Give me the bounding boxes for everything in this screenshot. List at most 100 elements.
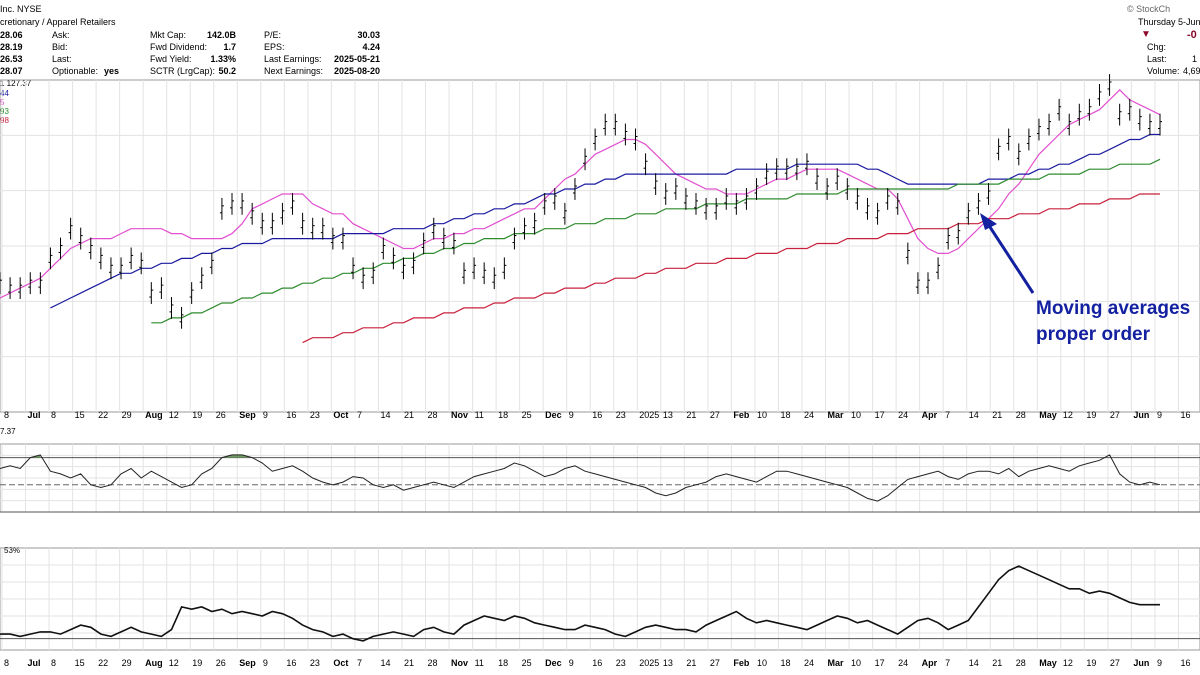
fund-value: 1.33% (210, 54, 236, 64)
x-tick-label: 28 (428, 410, 438, 420)
momentum-line (0, 454, 1161, 502)
x-tick-label: 9 (263, 658, 268, 668)
pct-legend: 53% (4, 546, 21, 555)
x-tick-label: 9 (263, 410, 268, 420)
x-tick-label: 2025 (639, 658, 659, 668)
ma-legend-3: 93 (0, 107, 9, 116)
x-tick-label: 12 (169, 410, 179, 420)
x-tick-label: 8 (51, 658, 56, 668)
x-tick-label: 15 (75, 658, 85, 668)
x-tick-label: 18 (780, 410, 790, 420)
x-tick-label: Oct (333, 410, 348, 420)
x-tick-label: 21 (686, 658, 696, 668)
x-tick-label: 24 (804, 658, 814, 668)
x-tick-label: 22 (98, 658, 108, 668)
x-tick-label: 14 (969, 658, 979, 668)
x-tick-label: Aug (145, 410, 163, 420)
fund-label: Mkt Cap: (150, 30, 187, 40)
price-row-2: 28.19 (0, 42, 23, 52)
x-tick-label: 14 (380, 658, 390, 668)
quote-label: Ask: (52, 30, 70, 40)
x-tick-label: 17 (875, 410, 885, 420)
x-tick-label: 8 (4, 410, 9, 420)
quote-label: Last: (52, 54, 72, 64)
right-label: Volume: (1147, 66, 1180, 76)
ratio-value: 2025-08-20 (333, 66, 380, 76)
down-arrow-icon: ▼ (1141, 29, 1151, 40)
sector-label: cretionary / Apparel Retailers (0, 17, 116, 27)
price-row-3: 26.53 (0, 54, 23, 64)
x-tick-label: 7 (357, 658, 362, 668)
x-tick-label: 16 (592, 658, 602, 668)
x-tick-label: Apr (922, 410, 938, 420)
x-tick-label: 19 (192, 658, 202, 668)
x-tick-label: 25 (522, 410, 532, 420)
x-tick-label: 18 (780, 658, 790, 668)
x-tick-label: 18 (498, 410, 508, 420)
x-tick-label: Jun (1133, 658, 1149, 668)
x-tick-label: 15 (75, 410, 85, 420)
x-tick-label: Dec (545, 410, 562, 420)
right-value: 4,69 (1183, 66, 1200, 76)
x-tick-label: 29 (122, 410, 132, 420)
x-tick-label: Sep (239, 658, 256, 668)
x-tick-label: 13 (663, 658, 673, 668)
x-tick-label: 21 (992, 410, 1002, 420)
rsi-legend: 7.37 (0, 427, 16, 436)
x-tick-label: 27 (1110, 658, 1120, 668)
x-tick-label: 23 (310, 410, 320, 420)
annotation-arrow-line (986, 223, 1035, 294)
x-tick-label: 10 (851, 410, 861, 420)
price-row-1: 28.06 (0, 30, 23, 40)
x-tick-label: 24 (898, 658, 908, 668)
x-tick-label: 16 (1180, 410, 1190, 420)
x-tick-label: Jul (28, 410, 41, 420)
x-tick-label: 10 (757, 410, 767, 420)
x-tick-label: 19 (1086, 410, 1096, 420)
ratio-value: 30.03 (357, 30, 380, 40)
moving-average-line (50, 133, 1160, 309)
change-value: -0 (1187, 29, 1197, 41)
price-row-4: 28.07 (0, 66, 23, 76)
x-tick-label: 10 (851, 658, 861, 668)
x-tick-label: 26 (216, 658, 226, 668)
x-tick-label: 18 (498, 658, 508, 668)
moving-average-line (302, 193, 1160, 344)
quote-label: Bid: (52, 42, 68, 52)
x-tick-label: Feb (733, 658, 750, 668)
x-tick-label: 11 (475, 658, 484, 668)
fund-label: Fwd Dividend: (150, 42, 208, 52)
x-tick-label: 9 (569, 410, 574, 420)
x-tick-label: 19 (192, 410, 202, 420)
x-tick-label: 29 (122, 658, 132, 668)
x-tick-label: 9 (1157, 410, 1162, 420)
x-tick-label: 23 (310, 658, 320, 668)
x-tick-label: Jul (28, 658, 41, 668)
x-tick-label: 17 (875, 658, 885, 668)
watermark: © StockCh (1127, 4, 1171, 14)
x-tick-label: Oct (333, 658, 348, 668)
x-tick-label: 16 (592, 410, 602, 420)
right-label: Last: (1147, 54, 1167, 64)
x-tick-label: 21 (404, 410, 414, 420)
ratio-label: Last Earnings: (264, 54, 322, 64)
ma-legend-4: 98 (0, 116, 9, 125)
right-label: Chg: (1147, 42, 1167, 52)
price-legend: 1 127.37 (0, 79, 32, 88)
x-tick-label: 25 (522, 658, 532, 668)
right-value: 1 (1192, 54, 1198, 64)
x-tick-label: 23 (616, 658, 626, 668)
ma-legend-1: 44 (0, 89, 9, 98)
x-tick-label: 21 (992, 658, 1002, 668)
x-tick-label: 24 (898, 410, 908, 420)
x-tick-label: 8 (4, 658, 9, 668)
chart-annotation: Moving averages proper order (1036, 296, 1190, 348)
fund-label: SCTR (LrgCap): (150, 66, 216, 76)
symbol-title: Inc. NYSE (0, 4, 42, 14)
moving-average-line (151, 158, 1161, 324)
x-tick-label: 11 (475, 410, 484, 420)
ratio-label: Next Earnings: (264, 66, 324, 76)
annotation-line-1: Moving averages (1036, 298, 1191, 319)
x-tick-label: 7 (357, 410, 362, 420)
x-tick-label: 21 (404, 658, 414, 668)
